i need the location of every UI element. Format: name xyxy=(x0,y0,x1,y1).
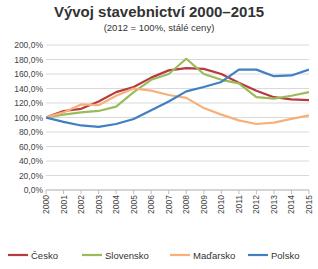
x-tick xyxy=(133,190,134,194)
x-tick-label: 2001 xyxy=(59,195,69,214)
legend: Česko Slovensko Maďarsko Polsko xyxy=(8,250,300,261)
x-tick-label: 2004 xyxy=(111,195,121,214)
x-tick xyxy=(256,190,257,194)
grid-line xyxy=(46,88,309,89)
y-tick-label: 200,0% xyxy=(14,40,43,50)
x-tick xyxy=(203,190,204,194)
chart: Vývoj stavebnictví 2000–2015 (2012 = 100%… xyxy=(0,0,318,269)
x-tick xyxy=(63,190,64,194)
series-line xyxy=(46,70,309,127)
grid-line xyxy=(46,59,309,60)
grid-line xyxy=(46,190,309,191)
x-tick-label: 2006 xyxy=(146,195,156,214)
x-tick xyxy=(116,190,117,194)
grid-line xyxy=(46,45,309,46)
series-line xyxy=(46,59,309,118)
x-tick-label: 2009 xyxy=(199,195,209,214)
y-tick-label: 20,0% xyxy=(19,171,44,181)
legend-label: Maďarsko xyxy=(193,250,235,261)
x-tick-label: 2014 xyxy=(286,195,296,214)
x-tick xyxy=(46,190,47,194)
x-tick xyxy=(273,190,274,194)
x-tick xyxy=(168,190,169,194)
grid-line xyxy=(46,132,309,133)
x-tick-label: 2005 xyxy=(129,195,139,214)
legend-label: Polsko xyxy=(271,250,300,261)
y-tick-label: 180,0% xyxy=(14,55,43,65)
x-tick-label: 2011 xyxy=(234,195,244,214)
title: Vývoj stavebnictví 2000–2015 xyxy=(54,3,264,20)
x-axis xyxy=(46,190,309,191)
x-tick-label: 2010 xyxy=(216,195,226,214)
x-tick xyxy=(98,190,99,194)
x-tick-label: 2013 xyxy=(269,195,279,214)
y-tick-label: 0,0% xyxy=(24,185,44,195)
x-tick-label: 2002 xyxy=(76,195,86,214)
x-tick xyxy=(81,190,82,194)
legend-swatch xyxy=(170,254,190,256)
y-tick-label: 100,0% xyxy=(14,113,43,123)
y-tick-label: 40,0% xyxy=(19,156,44,166)
y-tick-label: 60,0% xyxy=(19,142,44,152)
x-tick xyxy=(186,190,187,194)
y-tick-label: 160,0% xyxy=(14,69,43,79)
series-line xyxy=(46,89,309,125)
legend-label: Slovensko xyxy=(105,250,149,261)
legend-label: Česko xyxy=(31,250,58,261)
y-tick-label: 80,0% xyxy=(19,127,44,137)
grid-line xyxy=(46,175,309,176)
lines xyxy=(46,59,309,127)
x-tick xyxy=(309,190,310,194)
x-tick-label: 2012 xyxy=(251,195,261,214)
legend-swatch xyxy=(82,254,102,256)
x-tick-label: 2008 xyxy=(181,195,191,214)
subtitle: (2012 = 100%, stálé ceny) xyxy=(104,22,215,33)
x-tick xyxy=(221,190,222,194)
y-tick-label: 140,0% xyxy=(14,84,43,94)
x-tick xyxy=(291,190,292,194)
x-tick-label: 2000 xyxy=(41,195,51,214)
legend-swatch xyxy=(248,254,268,256)
grid-line xyxy=(46,146,309,147)
x-tick-label: 2003 xyxy=(94,195,104,214)
grid-line xyxy=(46,103,309,104)
x-tick-label: 2007 xyxy=(164,195,174,214)
grid-line xyxy=(46,117,309,118)
legend-swatch xyxy=(8,254,28,256)
x-tick xyxy=(151,190,152,194)
grid-line xyxy=(46,161,309,162)
x-tick-label: 2015 xyxy=(304,195,314,214)
y-tick-label: 120,0% xyxy=(14,98,43,108)
grid xyxy=(46,45,309,190)
x-tick xyxy=(238,190,239,194)
